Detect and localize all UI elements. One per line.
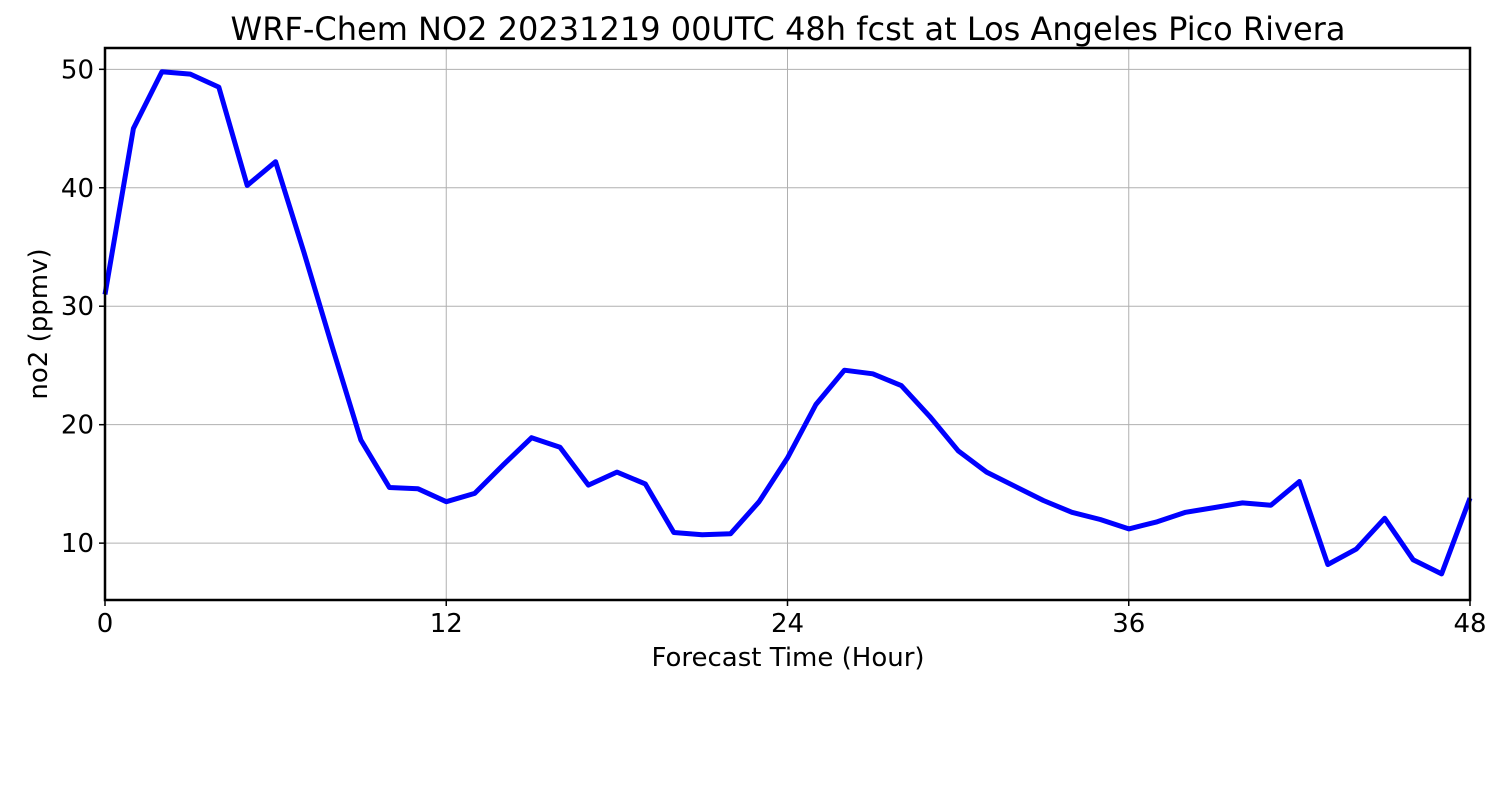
x-tick-label: 36 — [1112, 609, 1145, 639]
y-tick-label: 50 — [61, 55, 94, 85]
x-tick-label: 12 — [430, 609, 463, 639]
y-tick-label: 10 — [61, 529, 94, 559]
y-tick-label: 30 — [61, 292, 94, 322]
y-tick-label: 40 — [61, 174, 94, 204]
tick-layer: 0 12 24 36 48 10 20 30 40 50 — [61, 55, 1487, 639]
no2-series-line — [102, 69, 1473, 577]
x-tick-label: 0 — [97, 609, 114, 639]
chart-title: WRF-Chem NO2 20231219 00UTC 48h fcst at … — [231, 10, 1346, 48]
grid-layer — [104, 48, 1471, 600]
series-layer — [102, 69, 1473, 577]
x-tick-label: 24 — [771, 609, 804, 639]
y-axis-label: no2 (ppmv) — [24, 248, 54, 399]
x-axis-label: Forecast Time (Hour) — [651, 643, 924, 673]
x-tick-label: 48 — [1453, 609, 1486, 639]
y-tick-label: 20 — [61, 411, 94, 441]
